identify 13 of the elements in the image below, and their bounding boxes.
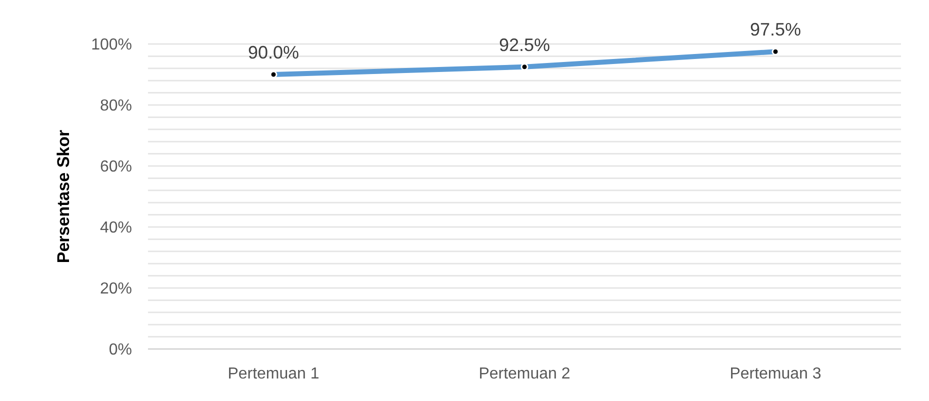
data-label: 90.0%	[248, 42, 300, 62]
y-tick-label: 40%	[100, 220, 132, 237]
y-axis-title: Persentase Skor	[54, 129, 74, 264]
y-tick-label: 100%	[91, 36, 132, 54]
x-tick-label: Pertemuan 3	[730, 365, 822, 382]
y-tick-label: 80%	[100, 98, 132, 115]
x-tick-label: Pertemuan 2	[478, 365, 570, 382]
y-tick-label: 60%	[100, 158, 132, 176]
data-label: 92.5%	[498, 34, 550, 55]
x-tick-label: Pertemuan 1	[228, 365, 320, 382]
y-tick-label: 0%	[108, 342, 132, 359]
data-label: 97.5%	[750, 20, 802, 40]
y-tick-label: 20%	[100, 280, 132, 298]
